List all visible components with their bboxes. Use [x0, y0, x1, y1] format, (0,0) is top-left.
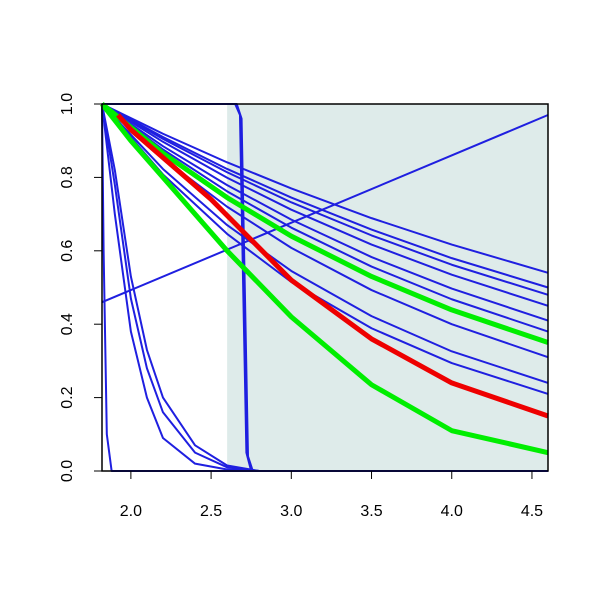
- shaded-region: [227, 104, 548, 471]
- series-line: [100, 102, 549, 345]
- x-tick-label: 3.5: [360, 503, 382, 520]
- series-line: [101, 114, 549, 304]
- series-line: [101, 103, 549, 322]
- series-line: [116, 113, 549, 419]
- y-tick-label: 0.0: [59, 460, 76, 482]
- series-line: [101, 103, 549, 333]
- series-line: [101, 103, 260, 472]
- x-tick-label: 4.0: [441, 503, 463, 520]
- x-tick-label: 2.0: [120, 503, 142, 520]
- y-tick-label: 1.0: [59, 93, 76, 115]
- series-line: [101, 103, 549, 307]
- series-line: [101, 103, 549, 289]
- y-tick-label: 0.4: [59, 313, 76, 335]
- y-tick-label: 0.6: [59, 240, 76, 262]
- y-tick-label: 0.2: [59, 386, 76, 408]
- x-tick-label: 3.0: [280, 503, 302, 520]
- y-tick-label: 0.8: [59, 166, 76, 188]
- series-line: [101, 103, 549, 274]
- series-line: [101, 103, 260, 472]
- series-line: [101, 103, 549, 296]
- series-line: [101, 103, 549, 384]
- x-tick-label: 2.5: [200, 503, 222, 520]
- plot-box: [101, 103, 549, 472]
- series-line: [100, 102, 549, 456]
- series-line: [101, 103, 260, 472]
- x-tick-label: 4.5: [521, 503, 543, 520]
